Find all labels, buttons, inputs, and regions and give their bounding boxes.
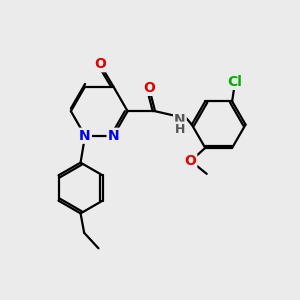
Text: O: O: [184, 154, 196, 168]
Text: O: O: [94, 57, 106, 71]
Text: H: H: [175, 123, 185, 136]
Text: N: N: [79, 129, 91, 143]
Text: Cl: Cl: [228, 75, 242, 89]
Text: N: N: [174, 113, 186, 127]
Text: O: O: [143, 81, 155, 95]
Text: N: N: [108, 129, 119, 143]
